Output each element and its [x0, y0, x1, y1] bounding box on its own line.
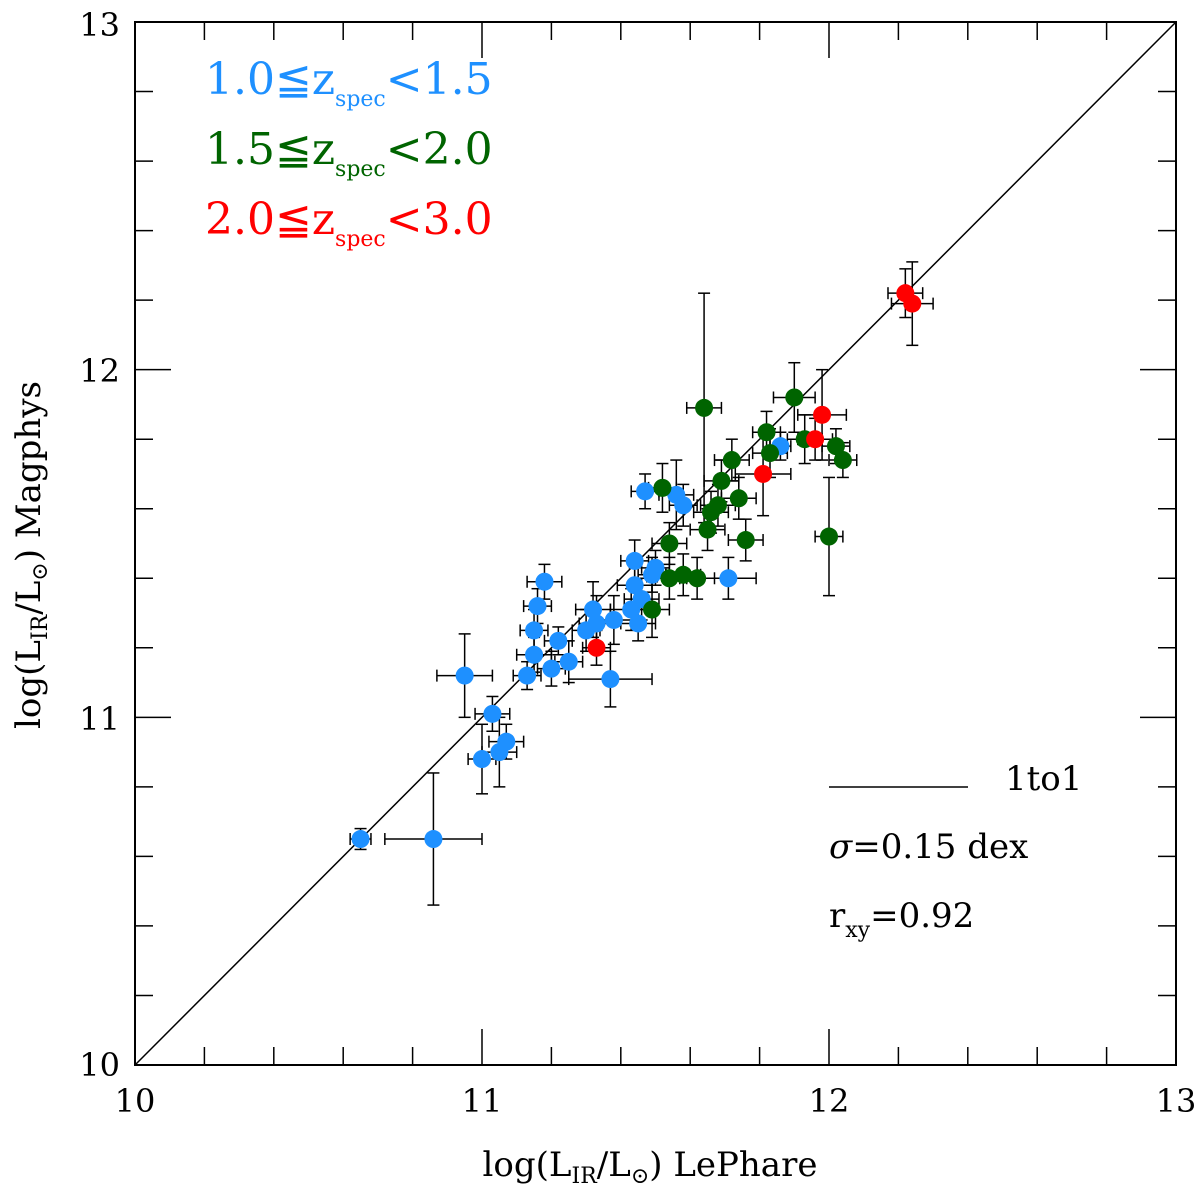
data-point: [674, 496, 693, 515]
data-point: [497, 732, 516, 751]
data-point: [604, 610, 623, 629]
data-point: [549, 631, 568, 650]
data-point: [473, 750, 491, 769]
x-tick-label: 12: [809, 1082, 850, 1120]
legend-entry-blue: 1.0≦zspec<1.5: [205, 54, 493, 112]
data-point: [660, 534, 679, 553]
data-point: [688, 569, 707, 588]
line-legend-label: 1to1: [1005, 759, 1082, 799]
data-point: [695, 398, 714, 417]
data-point: [754, 464, 773, 483]
data-point: [643, 600, 662, 619]
data-point: [542, 659, 561, 678]
data-point: [761, 444, 780, 463]
y-tick-label: 10: [79, 1046, 120, 1084]
error-bar: [474, 695, 511, 732]
y-tick-label: 11: [79, 700, 120, 738]
x-tick-label: 10: [115, 1082, 156, 1120]
data-point: [903, 294, 922, 313]
data-point: [785, 388, 804, 407]
data-point: [813, 405, 832, 424]
data-point: [820, 527, 838, 546]
data-point: [629, 614, 648, 633]
data-point: [535, 572, 554, 591]
data-point: [719, 569, 738, 588]
data-point: [559, 652, 578, 671]
data-point: [736, 531, 755, 550]
data-point: [826, 437, 845, 456]
data-point: [525, 645, 544, 664]
data-point: [757, 423, 776, 442]
data-point: [625, 576, 644, 595]
data-point: [712, 471, 731, 490]
data-point: [587, 614, 606, 633]
data-point: [674, 565, 693, 584]
plot-frame: [134, 21, 1177, 1066]
data-point: [806, 430, 825, 449]
data-point: [424, 830, 443, 849]
x-axis-label: log(LIR/L⊙) LePhare: [483, 1145, 818, 1189]
data-point: [722, 451, 741, 470]
x-tick-label: 11: [462, 1082, 503, 1120]
y-tick-label: 12: [79, 352, 120, 390]
data-points: [351, 284, 922, 849]
data-point: [636, 482, 655, 501]
data-point: [587, 638, 606, 657]
y-axis-label: log(LIR/L⊙) Magphys: [9, 381, 53, 729]
y-tick-label: 13: [79, 6, 120, 44]
data-point: [625, 551, 644, 570]
data-point: [708, 496, 727, 515]
data-point: [646, 558, 665, 577]
legend-entry-green: 1.5≦zspec<2.0: [205, 124, 493, 182]
data-point: [483, 704, 502, 723]
data-point: [833, 451, 852, 470]
data-point: [528, 597, 547, 616]
data-point: [660, 569, 679, 588]
data-point: [601, 670, 620, 689]
data-point: [455, 666, 474, 685]
data-point: [525, 621, 544, 640]
legend-entry-red: 2.0≦zspec<3.0: [205, 194, 493, 252]
data-point: [698, 520, 717, 539]
stats-annotation: 1to1 σ=0.15 dex rxy=0.92: [829, 759, 1082, 943]
data-point: [653, 478, 672, 497]
legend: 1.0≦zspec<1.5 1.5≦zspec<2.0 2.0≦zspec<3.…: [205, 54, 493, 252]
data-point: [351, 830, 370, 849]
data-point: [729, 489, 748, 508]
data-point: [518, 666, 537, 685]
correlation-annotation: rxy=0.92: [829, 896, 974, 943]
x-tick-label: 13: [1156, 1082, 1197, 1120]
data-point: [584, 600, 603, 619]
sigma-annotation: σ=0.15 dex: [829, 827, 1028, 867]
